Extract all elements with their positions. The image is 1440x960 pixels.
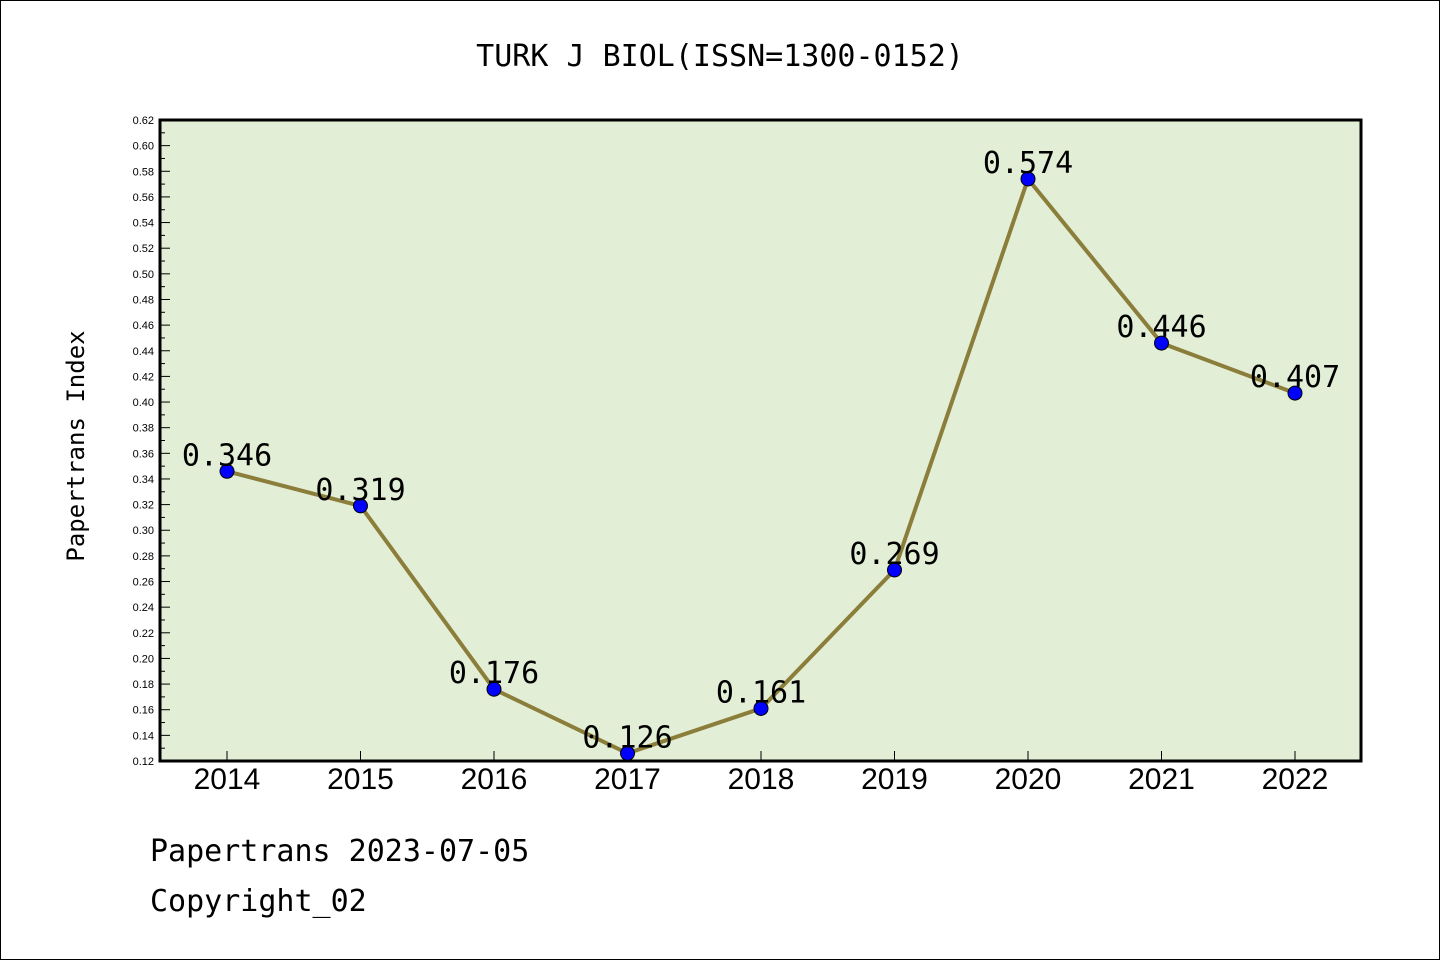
- data-point-marker: [486, 681, 502, 697]
- y-tick-label: 0.56: [133, 192, 154, 204]
- data-label: 0.407: [1250, 360, 1340, 395]
- data-point-marker: [219, 463, 235, 479]
- x-axis-ticks: 2014 2015 2016 2017 2018 2019 2020 2021 2022: [194, 751, 1329, 796]
- x-tick-label: 2020: [995, 763, 1062, 796]
- y-tick-label: 0.30: [133, 525, 154, 537]
- y-tick-label: 0.58: [133, 166, 154, 178]
- y-tick-label: 0.16: [133, 705, 154, 717]
- data-points: [219, 171, 1303, 761]
- x-tick-label: 2017: [594, 763, 661, 796]
- y-tick-label: 0.50: [133, 269, 154, 281]
- data-label: 0.446: [1116, 310, 1206, 345]
- x-tick-label: 2015: [327, 763, 394, 796]
- y-tick-label: 0.40: [133, 397, 154, 409]
- y-tick-label: 0.42: [133, 371, 154, 383]
- data-point-marker: [1154, 335, 1169, 351]
- y-tick-label: 0.26: [133, 577, 154, 589]
- y-axis-ticks: 0.12 0.14 0.16 0.18 0.20 0.22 0.24 0.26 0.28 0.30…: [133, 115, 170, 768]
- y-tick-label: 0.24: [133, 602, 154, 614]
- x-tick-label: 2016: [461, 763, 528, 796]
- data-point-marker: [620, 745, 635, 761]
- x-tick-label: 2019: [861, 763, 928, 796]
- y-tick-label: 0.18: [133, 679, 154, 691]
- y-tick-label: 0.54: [133, 218, 154, 230]
- data-point-marker: [753, 700, 769, 716]
- x-tick-label: 2014: [194, 763, 261, 796]
- footer-date: Papertrans 2023-07-05: [150, 834, 530, 869]
- y-tick-label: 0.36: [133, 448, 154, 460]
- data-label: 0.269: [849, 537, 939, 572]
- data-labels: 0.346 0.319 0.176 0.126 0.161 0.269 0.574 0.446…: [182, 146, 1340, 755]
- x-tick-label: 2022: [1262, 763, 1329, 796]
- y-tick-label: 0.62: [133, 115, 154, 127]
- y-tick-label: 0.34: [133, 474, 154, 486]
- y-tick-label: 0.28: [133, 551, 154, 563]
- y-tick-label: 0.46: [133, 320, 154, 332]
- x-tick-label: 2021: [1128, 763, 1195, 796]
- data-point-marker: [887, 562, 902, 578]
- y-tick-label: 0.60: [133, 141, 154, 153]
- y-tick-label: 0.52: [133, 243, 154, 255]
- data-point-marker: [353, 498, 368, 514]
- data-label: 0.161: [716, 675, 806, 710]
- data-label: 0.574: [983, 146, 1073, 181]
- plot-area: [158, 118, 1363, 763]
- data-label: 0.346: [182, 438, 272, 473]
- y-tick-label: 0.32: [133, 500, 154, 512]
- y-tick-label: 0.44: [133, 346, 154, 358]
- chart-title: TURK J BIOL(ISSN=1300-0152): [476, 39, 964, 74]
- data-point-marker: [1020, 171, 1036, 187]
- y-tick-label: 0.12: [133, 756, 154, 768]
- data-label: 0.126: [582, 720, 672, 755]
- y-tick-label: 0.14: [133, 730, 154, 742]
- data-label: 0.319: [315, 473, 405, 508]
- y-axis-label: Papertrans Index: [62, 330, 90, 561]
- y-tick-label: 0.38: [133, 423, 154, 435]
- y-tick-label: 0.48: [133, 294, 154, 306]
- x-tick-label: 2018: [728, 763, 795, 796]
- footer-copyright: Copyright_02: [150, 884, 367, 919]
- y-tick-label: 0.20: [133, 653, 154, 665]
- data-label: 0.176: [449, 656, 539, 691]
- data-point-marker: [1287, 385, 1303, 401]
- y-tick-label: 0.22: [133, 628, 154, 640]
